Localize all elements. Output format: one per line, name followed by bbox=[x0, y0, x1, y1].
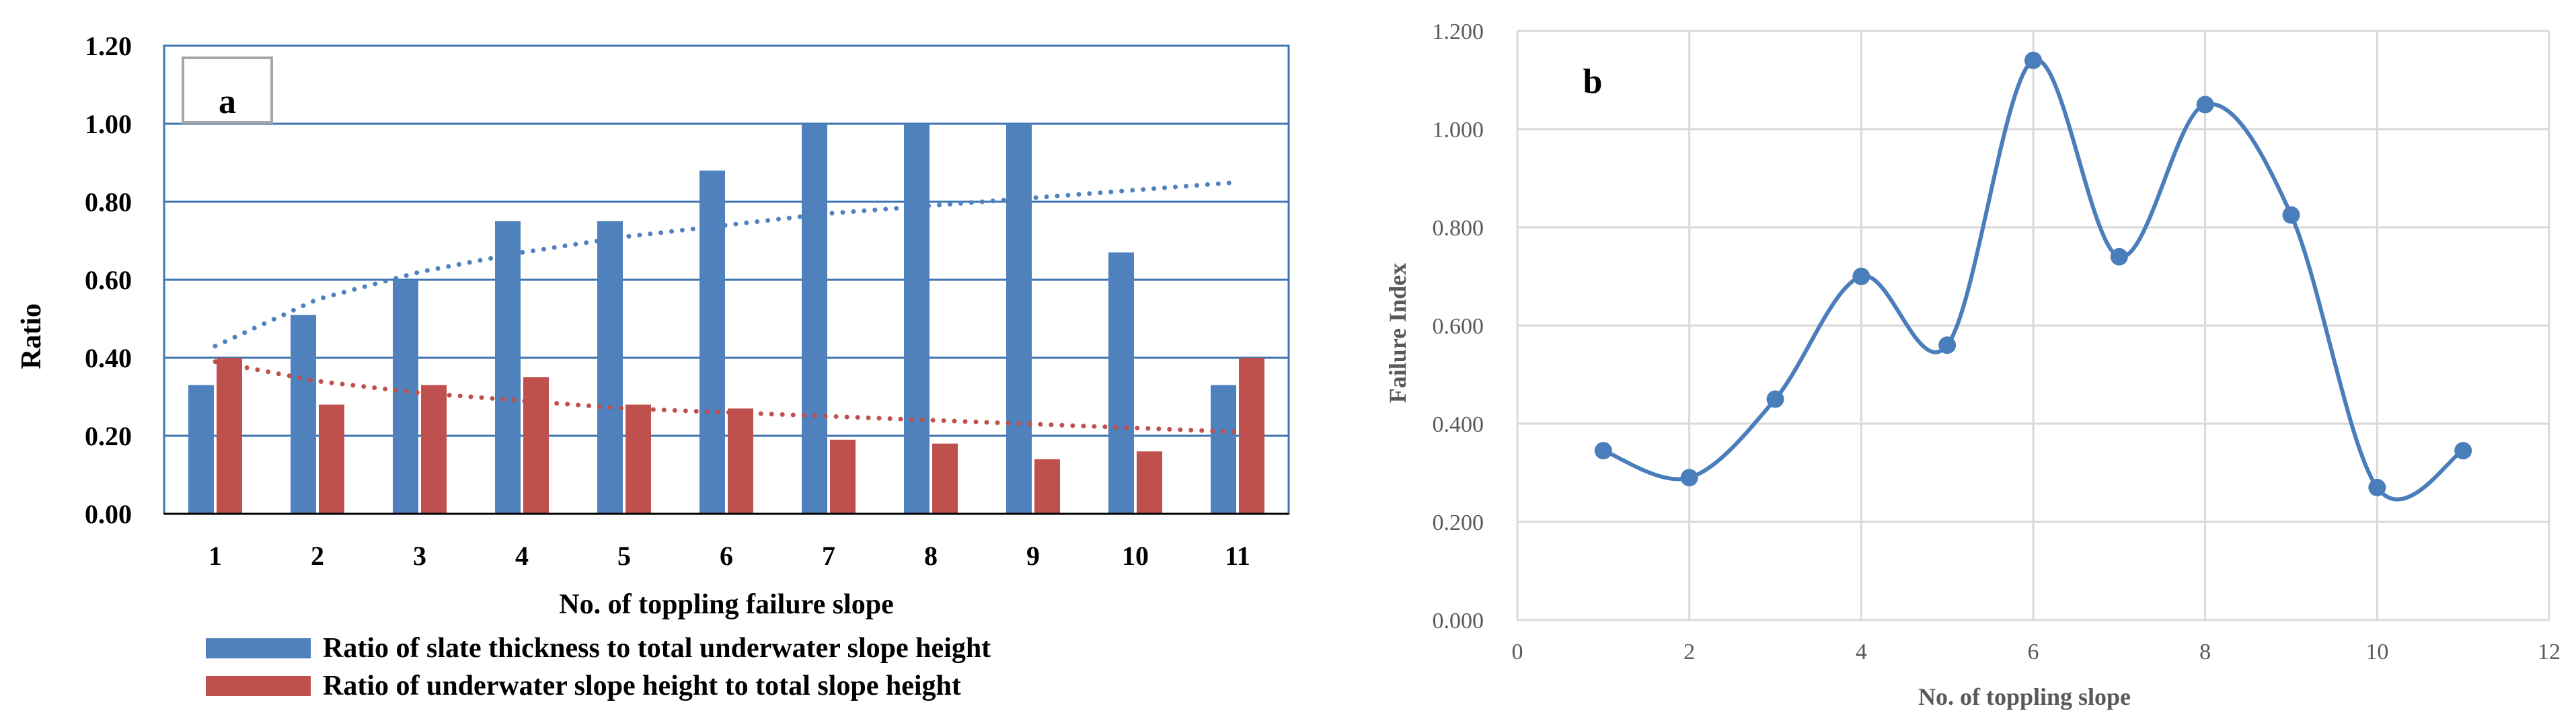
legend-label-series-1: Ratio of slate thickness to total underw… bbox=[323, 633, 991, 664]
bar-series-1-cat-6 bbox=[699, 170, 725, 514]
panel-a-label-box bbox=[182, 56, 273, 124]
panel-b-x-tick: 2 bbox=[1683, 640, 1695, 664]
panel-b-y-tick: 0.400 bbox=[1433, 412, 1484, 437]
panel-a-x-tick: 8 bbox=[924, 541, 938, 571]
bar-series-1-cat-7 bbox=[802, 124, 827, 514]
panel-a-y-tick: 0.00 bbox=[85, 499, 132, 529]
legend-swatch-series-1 bbox=[206, 638, 311, 658]
panel-a-label: a bbox=[219, 83, 236, 121]
bar-series-2-cat-7 bbox=[830, 439, 856, 514]
panel-b-point-6 bbox=[2024, 51, 2042, 69]
panel-a-x-tick: 6 bbox=[720, 541, 733, 571]
panel-a-x-tick: 1 bbox=[209, 541, 222, 571]
panel-a-trendlines bbox=[213, 180, 1240, 434]
panel-b-data-points bbox=[1594, 51, 2472, 496]
panel-b-y-axis-title: Failure Index bbox=[1384, 263, 1411, 403]
panel-b-point-4 bbox=[1852, 268, 1870, 285]
panel-a-x-tick: 7 bbox=[822, 541, 835, 571]
trendline-series-1 bbox=[213, 180, 1240, 349]
legend-label-series-2: Ratio of underwater slope height to tota… bbox=[323, 671, 961, 701]
panel-b-y-tick: 1.000 bbox=[1433, 118, 1484, 143]
panel-a-bar-chart: 0.00 0.20 0.40 0.60 0.80 1.00 1.20 1 2 3 4 5 6 7 8 9 10… bbox=[16, 31, 1290, 701]
panel-a-x-tick: 2 bbox=[311, 541, 324, 571]
panel-b-x-tick: 8 bbox=[2199, 640, 2211, 664]
bar-series-1-cat-2 bbox=[291, 315, 316, 514]
panel-a-x-tick: 9 bbox=[1026, 541, 1040, 571]
bar-series-2-cat-5 bbox=[626, 404, 651, 514]
bar-series-2-cat-4 bbox=[523, 377, 549, 514]
bar-series-1-cat-3 bbox=[393, 280, 418, 514]
bar-series-2-cat-6 bbox=[728, 408, 753, 514]
bar-series-2-cat-1 bbox=[217, 358, 242, 514]
panel-b-gridlines bbox=[1516, 30, 2550, 621]
panel-a-gridlines bbox=[164, 122, 1289, 437]
panel-b-x-tick: 12 bbox=[2538, 640, 2561, 664]
panel-a-x-tick-labels: 1 2 3 4 5 6 7 8 9 10 11 bbox=[209, 541, 1250, 571]
panel-a-x-axis-title: No. of toppling failure slope bbox=[559, 589, 893, 620]
panel-b-point-7 bbox=[2110, 247, 2128, 266]
panel-b-point-1 bbox=[1594, 442, 1612, 460]
bar-series-1-cat-11 bbox=[1211, 385, 1236, 514]
panel-b-point-8 bbox=[2196, 95, 2214, 114]
panel-a-y-tick: 0.60 bbox=[85, 265, 132, 295]
bar-series-1-cat-10 bbox=[1108, 252, 1134, 514]
panel-a-x-tick: 4 bbox=[515, 541, 529, 571]
panel-b-x-tick: 10 bbox=[2365, 640, 2388, 664]
panel-b-y-tick: 0.600 bbox=[1433, 314, 1484, 339]
panel-b-point-2 bbox=[1680, 469, 1698, 487]
panel-b-label: b bbox=[1583, 63, 1603, 101]
panel-b-point-5 bbox=[1938, 336, 1957, 354]
panel-b-point-10 bbox=[2368, 478, 2386, 496]
panel-a-y-tick-labels: 0.00 0.20 0.40 0.60 0.80 1.00 1.20 bbox=[85, 31, 132, 529]
panel-a-x-tick: 10 bbox=[1122, 541, 1149, 571]
panel-b-x-axis-title: No. of toppling slope bbox=[1918, 683, 2131, 710]
panel-b-x-tick: 4 bbox=[1856, 640, 1867, 664]
trendline-series-2 bbox=[213, 359, 1240, 434]
panel-a-y-tick: 1.20 bbox=[85, 31, 132, 61]
panel-a-y-tick: 0.20 bbox=[85, 421, 132, 451]
bar-series-2-cat-3 bbox=[421, 385, 447, 514]
bar-series-2-cat-11 bbox=[1239, 358, 1264, 514]
bar-series-2-cat-8 bbox=[932, 443, 958, 514]
panel-b-y-tick: 0.000 bbox=[1433, 609, 1484, 634]
panel-b-x-tick: 6 bbox=[2028, 640, 2039, 664]
bar-series-2-cat-9 bbox=[1034, 459, 1060, 514]
bar-series-2-cat-10 bbox=[1137, 451, 1162, 514]
bar-series-1-cat-1 bbox=[188, 385, 214, 514]
panel-b-y-tick: 0.800 bbox=[1433, 216, 1484, 241]
bar-series-1-cat-4 bbox=[495, 221, 521, 514]
panel-a-y-tick: 0.40 bbox=[85, 343, 132, 373]
panel-a-y-axis-title: Ratio bbox=[16, 303, 47, 369]
panel-b-point-9 bbox=[2282, 206, 2300, 224]
panel-b-point-3 bbox=[1766, 390, 1784, 408]
panel-b-line-chart: 0.000 0.200 0.400 0.600 0.800 1.000 1.200 0 2 4 6… bbox=[1384, 20, 2561, 710]
bar-series-1-cat-9 bbox=[1006, 124, 1032, 514]
panel-a-x-tick: 11 bbox=[1225, 541, 1250, 571]
panel-b-x-tick: 0 bbox=[1512, 640, 1523, 664]
panel-b-y-tick: 1.200 bbox=[1433, 20, 1484, 44]
panel-a-legend: Ratio of slate thickness to total underw… bbox=[206, 633, 991, 701]
panel-a-y-tick: 1.00 bbox=[85, 109, 132, 139]
bar-series-1-cat-5 bbox=[597, 221, 623, 514]
bar-series-1-cat-8 bbox=[904, 124, 930, 514]
legend-swatch-series-2 bbox=[206, 676, 311, 696]
panel-b-x-tick-labels: 0 2 4 6 8 10 12 bbox=[1512, 640, 2561, 664]
panel-a-x-tick: 5 bbox=[617, 541, 631, 571]
panel-b-y-tick: 0.200 bbox=[1433, 510, 1484, 535]
panel-a-y-tick: 0.80 bbox=[85, 187, 132, 217]
panel-b-y-tick-labels: 0.000 0.200 0.400 0.600 0.800 1.000 1.200 bbox=[1433, 20, 1484, 634]
panel-b-point-11 bbox=[2454, 442, 2472, 460]
bar-series-2-cat-2 bbox=[319, 404, 344, 514]
panel-a-x-tick: 3 bbox=[413, 541, 426, 571]
